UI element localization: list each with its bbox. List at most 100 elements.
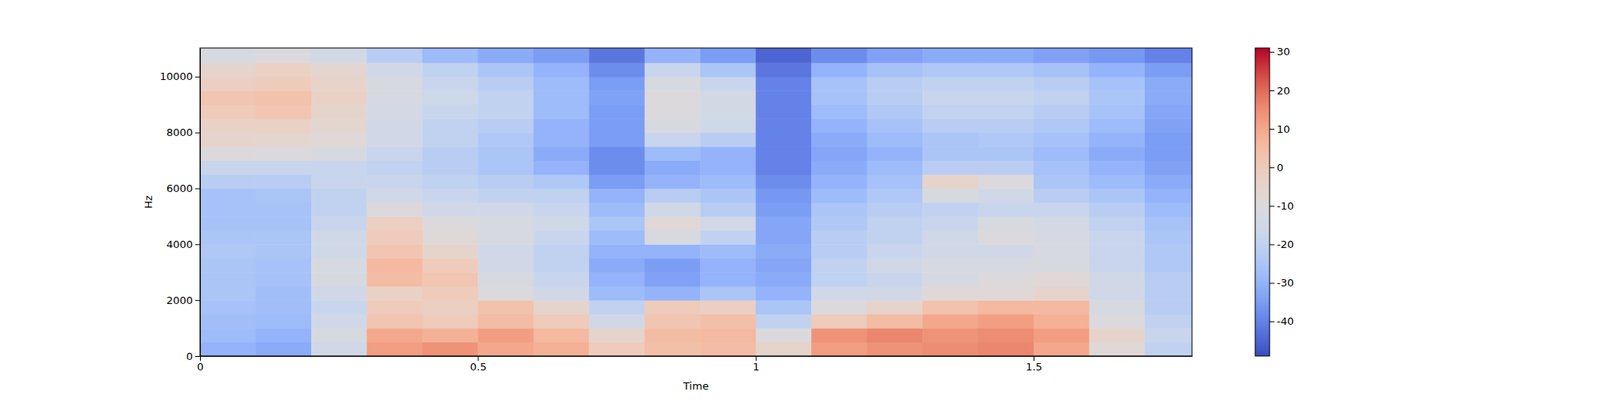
heatmap-cell — [533, 104, 590, 120]
heatmap-cell — [756, 244, 812, 259]
heatmap-cell — [422, 188, 479, 203]
heatmap-cell — [200, 342, 256, 356]
heatmap-cell — [700, 188, 756, 203]
heatmap-cell — [533, 174, 590, 189]
tick-label: 10000 — [160, 70, 193, 83]
tick-label: -40 — [1276, 315, 1294, 328]
heatmap-cell — [200, 300, 256, 315]
heatmap-cell — [1088, 286, 1145, 301]
heatmap-cell — [922, 202, 979, 217]
heatmap-cell — [978, 76, 1035, 92]
tick-label: 0.5 — [469, 360, 487, 373]
heatmap-cell — [1088, 174, 1145, 189]
tick: 0 — [186, 350, 200, 363]
heatmap-cell — [867, 146, 924, 161]
heatmap-cell — [867, 314, 924, 329]
heatmap-cell — [1033, 244, 1090, 259]
heatmap-cell — [811, 146, 868, 161]
heatmap-cell — [644, 48, 701, 64]
heatmap-cell — [644, 230, 701, 245]
heatmap-cell — [1144, 160, 1192, 176]
heatmap-cell — [588, 146, 645, 161]
heatmap-cell — [922, 132, 979, 148]
tick: 0 — [196, 356, 204, 373]
heatmap-cell — [867, 286, 924, 301]
heatmap-cell — [200, 146, 256, 161]
heatmap-cell — [700, 104, 756, 120]
heatmap-cell — [1088, 90, 1145, 105]
heatmap-cell — [1033, 76, 1090, 92]
heatmap-cell — [200, 174, 256, 189]
heatmap-cell — [700, 244, 756, 259]
heatmap-cell — [311, 216, 368, 231]
heatmap-cell — [588, 202, 645, 217]
heatmap-cell — [922, 286, 979, 301]
heatmap-cell — [255, 244, 312, 259]
heatmap-cell — [255, 202, 312, 217]
tick-label: 20 — [1276, 84, 1291, 97]
tick-label: 6000 — [166, 182, 193, 195]
tick-mark — [1269, 90, 1275, 92]
heatmap-cell — [533, 328, 590, 343]
heatmap-cell — [1144, 146, 1192, 161]
heatmap-cell — [1144, 314, 1192, 329]
heatmap-cell — [422, 76, 479, 92]
heatmap-cell — [867, 174, 924, 189]
heatmap-cell — [811, 174, 868, 189]
heatmap-cell — [422, 286, 479, 301]
heatmap-cell — [533, 90, 590, 105]
heatmap-cell — [1033, 342, 1090, 356]
heatmap-cell — [255, 230, 312, 245]
heatmap-cell — [978, 174, 1035, 189]
heatmap-cell — [978, 314, 1035, 329]
heatmap-cell — [366, 146, 423, 161]
tick-mark — [195, 188, 200, 189]
heatmap-cell — [255, 146, 312, 161]
heatmap-cell — [978, 244, 1035, 259]
heatmap-cell — [1144, 132, 1192, 148]
tick-mark — [1269, 205, 1275, 207]
heatmap-cell — [867, 216, 924, 231]
heatmap-cell — [867, 118, 924, 133]
heatmap-cell — [867, 272, 924, 287]
heatmap-cell — [1144, 300, 1192, 315]
heatmap-cell — [756, 258, 812, 273]
heatmap-cell — [311, 90, 368, 105]
tick-mark — [1269, 283, 1275, 284]
heatmap-cell — [1144, 258, 1192, 273]
heatmap-cell — [644, 258, 701, 273]
heatmap-cell — [200, 160, 256, 176]
heatmap-cell — [200, 76, 256, 92]
heatmap-cell — [255, 118, 312, 133]
heatmap-cell — [533, 160, 590, 176]
heatmap-cell — [811, 314, 868, 329]
heatmap-cell — [756, 300, 812, 315]
heatmap-cell — [588, 90, 645, 105]
heatmap-cell — [255, 342, 312, 356]
heatmap-cell — [700, 314, 756, 329]
heatmap-cell — [811, 160, 868, 176]
heatmap-cell — [700, 174, 756, 189]
heatmap-cell — [700, 132, 756, 148]
heatmap-cell — [366, 132, 423, 148]
heatmap-cell — [311, 48, 368, 64]
heatmap-cell — [533, 286, 590, 301]
heatmap-cell — [533, 118, 590, 133]
heatmap-cell — [311, 188, 368, 203]
heatmap-cell — [366, 104, 423, 120]
tick-label: 30 — [1276, 45, 1291, 58]
heatmap-cell — [422, 230, 479, 245]
heatmap-cell — [700, 216, 756, 231]
tick: 0 — [1269, 161, 1284, 174]
heatmap-cell — [867, 202, 924, 217]
heatmap-cell — [756, 314, 812, 329]
tick: 30 — [1269, 45, 1291, 58]
heatmap-cell — [311, 160, 368, 176]
heatmap-cell — [1033, 286, 1090, 301]
heatmap-cell — [422, 146, 479, 161]
tick-mark — [477, 356, 479, 361]
heatmap-cell — [255, 314, 312, 329]
heatmap-cell — [588, 314, 645, 329]
heatmap-cell — [811, 104, 868, 120]
heatmap-cell — [1033, 314, 1090, 329]
